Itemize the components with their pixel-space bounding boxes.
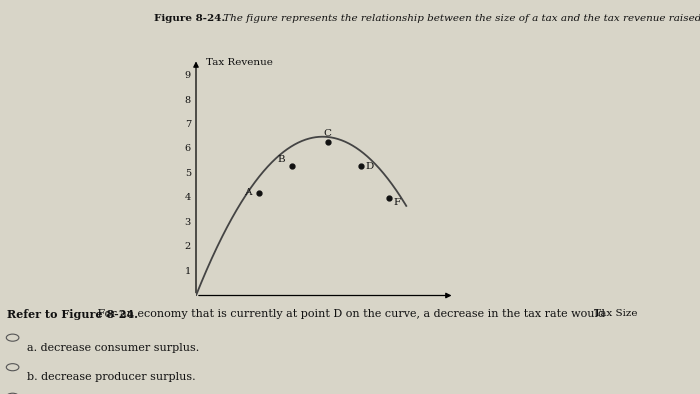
Text: For an economy that is currently at point D on the curve, a decrease in the tax : For an economy that is currently at poin…	[94, 309, 606, 319]
Text: 5: 5	[185, 169, 191, 178]
Text: a. decrease consumer surplus.: a. decrease consumer surplus.	[27, 343, 199, 353]
Text: 6: 6	[185, 145, 191, 153]
Text: Figure 8-24.: Figure 8-24.	[154, 14, 225, 23]
Text: 2: 2	[185, 242, 191, 251]
Text: B: B	[277, 155, 285, 164]
Text: Tax Size: Tax Size	[594, 309, 637, 318]
Text: F: F	[394, 198, 401, 207]
Text: A: A	[244, 188, 252, 197]
Text: 7: 7	[185, 120, 191, 129]
Text: 1: 1	[185, 267, 191, 275]
Text: 4: 4	[185, 193, 191, 202]
Text: 8: 8	[185, 96, 191, 104]
Text: 3: 3	[185, 218, 191, 227]
Text: C: C	[323, 128, 332, 138]
Text: 9: 9	[185, 71, 191, 80]
Text: Refer to Figure 8-24.: Refer to Figure 8-24.	[7, 309, 138, 320]
Text: Tax Revenue: Tax Revenue	[206, 58, 273, 67]
Text: The figure represents the relationship between the size of a tax and the tax rev: The figure represents the relationship b…	[220, 14, 700, 23]
Text: D: D	[365, 162, 374, 171]
Text: b. decrease producer surplus.: b. decrease producer surplus.	[27, 372, 195, 382]
